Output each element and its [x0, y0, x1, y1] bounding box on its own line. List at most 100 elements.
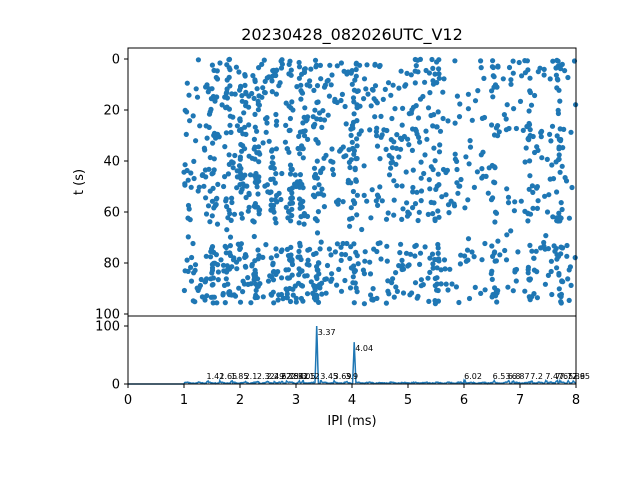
raster-point — [312, 216, 319, 222]
raster-point — [287, 162, 294, 168]
raster-point — [415, 217, 421, 224]
raster-point — [248, 281, 254, 287]
raster-point — [203, 211, 210, 217]
raster-point — [404, 213, 411, 219]
raster-point — [184, 257, 190, 263]
raster-point — [412, 253, 418, 259]
raster-point — [522, 58, 528, 64]
raster-point — [348, 205, 354, 211]
raster-point — [559, 163, 565, 169]
raster-point — [465, 106, 471, 112]
raster-point — [234, 266, 240, 272]
raster-point — [452, 156, 458, 162]
raster-point — [228, 217, 234, 223]
histogram-peak-label: 2.49 — [266, 372, 284, 381]
raster-point — [314, 158, 320, 164]
raster-point — [243, 131, 249, 137]
raster-point — [404, 200, 410, 206]
raster-point — [361, 163, 367, 169]
raster-point — [564, 242, 570, 249]
raster-point — [354, 192, 360, 198]
raster-point — [267, 190, 273, 196]
raster-point — [361, 76, 368, 82]
raster-point — [490, 58, 496, 64]
raster-point — [436, 66, 442, 72]
histogram-x-tick-label: 8 — [572, 393, 580, 408]
raster-point — [479, 175, 485, 181]
raster-point — [493, 293, 499, 299]
raster-point — [323, 290, 329, 296]
raster-point — [413, 63, 419, 69]
raster-point — [400, 206, 406, 212]
raster-point — [257, 151, 263, 157]
raster-point — [288, 105, 294, 111]
raster-point — [274, 253, 280, 259]
raster-point — [414, 189, 420, 195]
raster-point — [568, 282, 574, 288]
raster-point — [446, 210, 452, 216]
raster-point — [204, 82, 210, 88]
raster-point — [300, 128, 306, 135]
raster-point — [541, 72, 547, 78]
raster-point — [351, 99, 357, 105]
raster-point — [354, 136, 360, 142]
raster-point — [503, 127, 509, 133]
raster-y-tick-label: 20 — [103, 104, 120, 119]
raster-point — [456, 299, 462, 306]
raster-point — [427, 255, 433, 261]
histogram-peak-label: 3.05 — [298, 372, 316, 381]
raster-point — [311, 87, 317, 93]
raster-point — [474, 169, 480, 175]
raster-point — [213, 201, 219, 208]
raster-point — [527, 294, 533, 301]
raster-point — [482, 287, 488, 293]
raster-point — [246, 104, 252, 110]
raster-point — [234, 185, 240, 191]
raster-point — [430, 265, 436, 271]
raster-point — [207, 219, 213, 225]
raster-point — [399, 216, 405, 222]
raster-point — [312, 57, 319, 63]
raster-point — [346, 159, 352, 165]
raster-point — [379, 198, 385, 204]
raster-point — [205, 203, 212, 209]
raster-point — [334, 99, 340, 106]
raster-point — [554, 265, 560, 271]
raster-point — [203, 195, 209, 201]
raster-point — [543, 233, 549, 239]
raster-point — [190, 298, 196, 304]
raster-point — [391, 197, 397, 203]
raster-point — [204, 293, 210, 299]
raster-point — [263, 242, 269, 248]
raster-point — [302, 105, 308, 111]
raster-point — [471, 184, 477, 190]
raster-point — [283, 204, 289, 210]
raster-point — [394, 288, 400, 294]
raster-point — [368, 292, 374, 298]
raster-point — [188, 264, 194, 270]
raster-point — [435, 245, 441, 251]
raster-point — [209, 244, 216, 250]
raster-point — [383, 300, 389, 306]
raster-point — [316, 110, 323, 116]
raster-point — [554, 189, 560, 195]
raster-point — [269, 160, 275, 166]
raster-point — [510, 106, 517, 112]
raster-point — [206, 166, 212, 172]
raster-point — [410, 189, 416, 195]
raster-point — [511, 208, 517, 214]
raster-point — [556, 156, 562, 162]
raster-point — [436, 256, 442, 262]
raster-point — [209, 282, 215, 288]
raster-point — [313, 62, 320, 68]
raster-point — [400, 290, 407, 296]
raster-point — [386, 291, 392, 297]
raster-point — [344, 240, 350, 247]
raster-point — [374, 125, 380, 131]
raster-point — [186, 92, 192, 98]
raster-point — [183, 131, 189, 137]
raster-point — [229, 159, 235, 165]
raster-point — [210, 300, 216, 306]
raster-point — [449, 281, 455, 287]
raster-point — [504, 186, 510, 192]
